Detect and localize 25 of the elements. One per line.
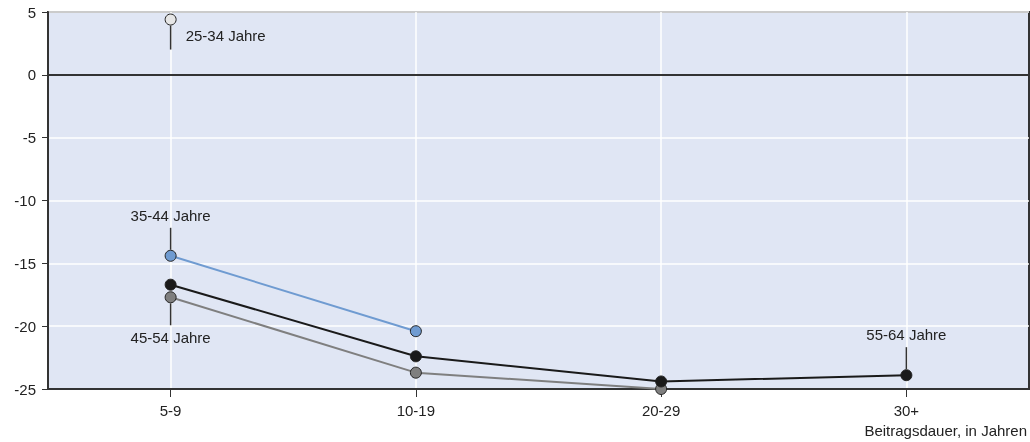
x-tick-label: 20-29 xyxy=(641,402,681,419)
point xyxy=(655,375,668,388)
point xyxy=(900,369,913,382)
point xyxy=(409,350,422,363)
y-tick-label: -25 xyxy=(14,380,36,398)
x-tick-label: 10-19 xyxy=(396,402,436,419)
x-tick-label: 5-9 xyxy=(159,402,182,419)
y-tick-label: -5 xyxy=(22,129,36,147)
y-tick-label: -20 xyxy=(14,317,36,335)
point xyxy=(164,278,177,291)
series-label: 45-54 Jahre xyxy=(130,329,211,347)
y-tick-label: -10 xyxy=(14,192,36,209)
point xyxy=(409,325,422,338)
y-tick-label: 5 xyxy=(27,3,36,21)
point xyxy=(409,366,422,379)
x-tick-label: 30+ xyxy=(893,402,920,419)
x-axis-title: Beitragsdauer, in Jahren xyxy=(864,422,1027,439)
point xyxy=(164,13,177,26)
text: 55-64 Jahre xyxy=(866,326,947,344)
y-tick-label: 0 xyxy=(27,66,36,84)
point xyxy=(164,291,177,304)
y-tick-label: -15 xyxy=(14,254,36,272)
text: 35-44 Jahre xyxy=(130,206,211,224)
point xyxy=(164,249,177,262)
series-label: 25-34 Jahre xyxy=(185,27,266,45)
